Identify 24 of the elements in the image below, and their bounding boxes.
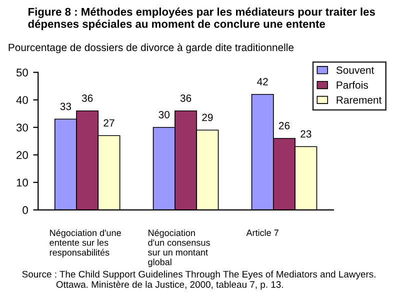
data-label: 30: [158, 110, 170, 118]
data-label: 23: [300, 130, 312, 138]
y-tick-label: 10: [16, 178, 28, 187]
chart-subtitle: Pourcentage de dossiers de divorce à garde dite traditionnelle: [8, 43, 294, 54]
data-label: 26: [278, 122, 290, 130]
y-tick-label: 40: [16, 96, 28, 104]
y-tick-label: 0: [22, 206, 28, 214]
data-label: 29: [202, 114, 213, 122]
chart-title: Figure 8 : Méthodes employées par les médiateurs pour traiter les dépenses spéciales au moment de conclure une entente: [28, 7, 375, 30]
y-tick-label: 30: [16, 124, 28, 132]
data-label: 27: [104, 119, 114, 127]
x-tick-label: Négociation d'une entente sur les responsabilités: [50, 229, 121, 258]
y-tick-label: 50: [16, 68, 28, 76]
legend-label: Parfois: [336, 81, 368, 89]
x-tick-label: Article 7: [246, 229, 278, 236]
y-tick-label: 20: [16, 151, 28, 160]
legend-label: Souvent: [336, 66, 374, 74]
data-label: 36: [82, 94, 93, 102]
data-label: 36: [180, 94, 192, 102]
legend-label: Rarement: [336, 96, 382, 104]
x-tick-label: Négociation d'un consensus sur un montant global: [148, 229, 210, 268]
source-note: Source : The Child Support Guidelines Through The Eyes of Mediators and Lawyers. Ottawa. Ministère de la Justice, 2000, tableau 7, p. 13.: [22, 270, 376, 290]
data-label: 42: [257, 78, 268, 86]
data-label: 33: [60, 102, 72, 110]
